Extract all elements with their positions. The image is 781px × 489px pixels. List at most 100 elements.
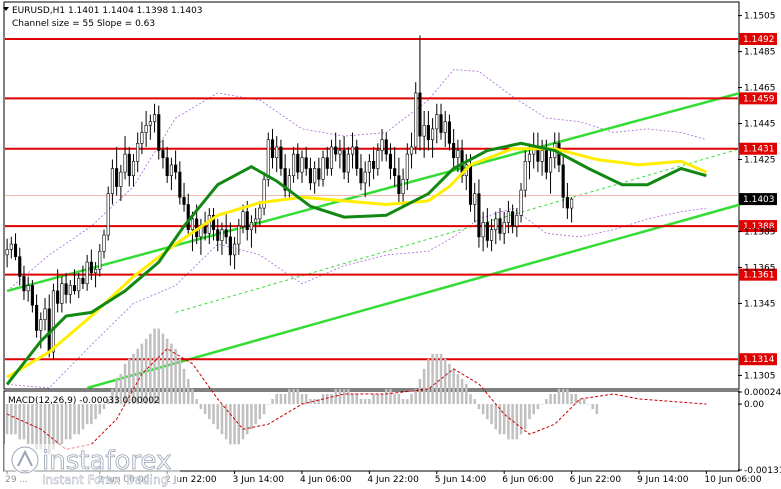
- last-price-tag: [739, 193, 777, 206]
- candle-body: [397, 175, 401, 195]
- ma-slow-line: [5, 141, 707, 386]
- candle-body: [72, 285, 77, 292]
- macd-histogram-bar: [60, 404, 64, 445]
- candle-body: [494, 218, 498, 230]
- level-label: 1.1492: [743, 35, 775, 45]
- macd-histogram-bar: [224, 404, 228, 440]
- candle-body: [85, 261, 89, 284]
- price-tick-label: 1.1365: [744, 263, 776, 273]
- candle-body: [401, 179, 405, 195]
- candle-body: [68, 285, 72, 295]
- macd-histogram-bar: [313, 399, 316, 405]
- macd-panel-frame: [3, 390, 740, 472]
- macd-histogram-bar: [536, 404, 540, 410]
- candle-body: [56, 290, 60, 304]
- macd-histogram-bar: [199, 404, 203, 410]
- macd-histogram-bar: [481, 404, 485, 415]
- macd-histogram-bar: [439, 353, 443, 405]
- macd-histogram-bar: [359, 399, 363, 405]
- candle-body: [18, 256, 22, 277]
- candle-body: [422, 125, 426, 137]
- macd-histogram-bar: [31, 404, 34, 445]
- time-tick-label: 6 Jun 22:00: [570, 475, 622, 485]
- macd-histogram-bar: [431, 353, 434, 405]
- macd-histogram-bar: [347, 388, 350, 405]
- candle-body: [77, 277, 81, 292]
- macd-histogram-bar: [532, 404, 535, 415]
- candle-body: [254, 218, 258, 223]
- macd-histogram-bar: [443, 358, 447, 405]
- candle-body: [515, 214, 519, 227]
- time-tick-label: 10 Jun 06:00: [704, 475, 761, 485]
- candle-body: [262, 179, 266, 209]
- price-tick-label: 1.1345: [744, 299, 776, 309]
- candle-body: [443, 121, 447, 133]
- last-price-label: 1.1403: [743, 195, 775, 205]
- price-tick-label: 1.1505: [744, 12, 776, 22]
- macd-histogram-bar: [10, 404, 13, 435]
- candle-body: [359, 168, 363, 184]
- candle-body: [414, 92, 418, 148]
- candle-body: [313, 168, 317, 184]
- candle-body: [519, 189, 523, 216]
- macd-histogram-bar: [275, 394, 278, 405]
- price-tick-label: 1.1425: [744, 156, 776, 166]
- candle-body: [452, 143, 456, 159]
- candle-body: [485, 222, 489, 241]
- candle-body: [161, 150, 165, 159]
- macd-histogram-bar: [545, 399, 548, 405]
- macd-histogram-bar: [43, 404, 47, 450]
- level-tag: [739, 92, 777, 105]
- candlesticks: [5, 35, 574, 360]
- candle-body: [51, 290, 56, 353]
- candle-body: [283, 168, 287, 191]
- macd-histogram-bar: [106, 399, 110, 405]
- bollinger-upper-line: [6, 69, 707, 292]
- macd-label: MACD(12,26,9) -0.00033 0.00002: [8, 396, 160, 406]
- candle-body: [334, 146, 338, 155]
- candle-body: [355, 146, 359, 169]
- dropdown-triangle-icon[interactable]: [3, 7, 9, 11]
- macd-histogram-bar: [35, 404, 38, 450]
- candle-body: [106, 193, 110, 236]
- time-tick-label: 4 Jun 06:00: [300, 475, 352, 485]
- candle-body: [245, 211, 249, 230]
- candle-body: [321, 157, 325, 180]
- candle-body: [241, 211, 245, 227]
- macd-histogram-bar: [47, 404, 51, 455]
- ma-fast-line: [6, 147, 707, 379]
- candle-body: [304, 157, 308, 169]
- candle-body: [317, 168, 321, 180]
- candle-body: [211, 214, 216, 230]
- moving-averages: [5, 141, 707, 386]
- candle-body: [376, 150, 380, 169]
- macd-histogram-bar: [490, 404, 493, 425]
- time-tick-label: 6 Jun 06:00: [502, 475, 554, 485]
- macd-histogram-bar: [254, 404, 257, 425]
- macd-histogram-bar: [494, 404, 498, 430]
- macd-histogram-bar: [296, 388, 300, 405]
- candle-body: [473, 193, 477, 205]
- candle-body: [489, 229, 494, 241]
- candle-body: [439, 114, 443, 133]
- price-tick-label: 1.1305: [744, 371, 776, 381]
- macd-histogram-bar: [376, 394, 380, 405]
- candle-body: [296, 153, 300, 173]
- macd-histogram-bar: [153, 328, 156, 405]
- macd-indicator: 0.00024 0.00 -0.00131: [5, 328, 781, 476]
- channel-info: Channel size = 55 Slope = 0.63: [12, 19, 155, 29]
- level-label: 1.1314: [743, 355, 775, 365]
- macd-histogram-bar: [330, 394, 333, 405]
- macd-histogram-bar: [212, 404, 215, 425]
- macd-histogram-bar: [26, 404, 30, 445]
- macd-histogram-bar: [507, 404, 510, 440]
- candle-body: [89, 261, 93, 274]
- macd-histogram-bar: [515, 404, 519, 440]
- candle-body: [5, 249, 9, 256]
- candle-body: [207, 214, 211, 234]
- candle-body: [409, 146, 414, 155]
- candle-body: [380, 139, 384, 151]
- macd-histogram-bar: [267, 404, 270, 405]
- candle-body: [350, 146, 355, 155]
- candle-body: [388, 153, 393, 169]
